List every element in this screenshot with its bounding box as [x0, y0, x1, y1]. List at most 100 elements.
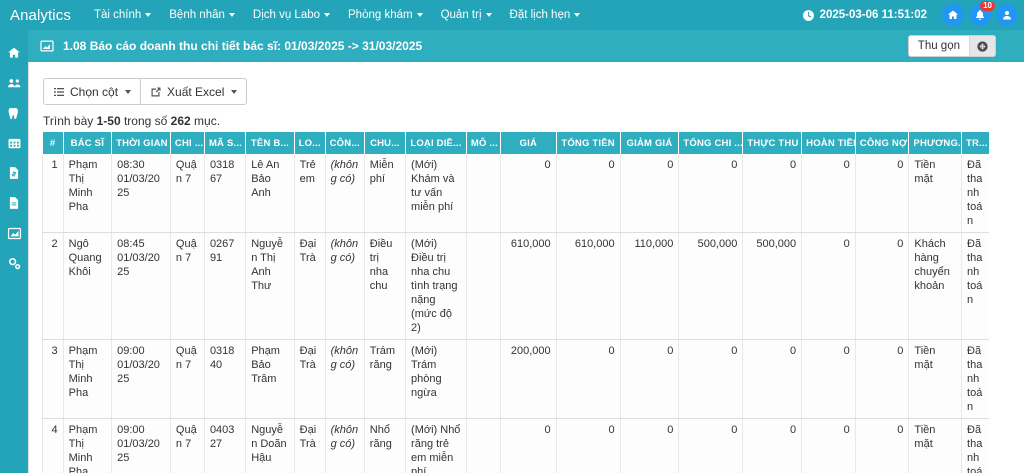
column-header-refund[interactable]: HOÀN TIỀN [801, 132, 856, 154]
cell-treatment: (Mới) Trám phòng ngừa [405, 339, 467, 419]
sidebar-item-home[interactable] [0, 38, 28, 68]
cell-time: 09:00 01/03/2025 [111, 418, 171, 473]
cell-code: 040327 [204, 418, 247, 473]
list-icon [54, 87, 64, 96]
navbar-clock: 2025-03-06 11:51:02 [802, 9, 927, 22]
report-title: 1.08 Báo cáo doanh thu chi tiết bác sĩ: … [63, 39, 423, 53]
sidebar-item-documents[interactable] [0, 188, 28, 218]
nav-item-benh-nhan[interactable]: Bệnh nhân [160, 0, 244, 30]
user-account-button[interactable] [996, 4, 1018, 26]
column-header-total[interactable]: TỔNG TIỀN [556, 132, 621, 154]
cell-discount: 0 [620, 339, 680, 419]
cell-total: 0 [556, 418, 621, 473]
column-header-code[interactable]: MÃ S... [204, 132, 247, 154]
column-header-branch[interactable]: CHI ... [170, 132, 205, 154]
notifications-button[interactable]: 10 [969, 1, 995, 26]
column-header-treatment[interactable]: LOẠI DIỀ... [405, 132, 467, 154]
cell-index: 4 [42, 418, 64, 473]
column-header-patient-name[interactable]: TÊN B... [245, 132, 295, 154]
cell-time: 09:00 01/03/2025 [111, 339, 171, 419]
notification-badge: 10 [980, 1, 995, 11]
nav-item-quan-tri[interactable]: Quản trị [432, 0, 501, 30]
cell-payment: Tiền mặt [908, 339, 963, 419]
target-icon[interactable] [969, 36, 995, 56]
column-header-price[interactable]: GIÁ [500, 132, 557, 154]
sidebar-item-patients[interactable] [0, 68, 28, 98]
column-header-discount[interactable]: GIẢM GIÁ [620, 132, 680, 154]
collapse-label: Thu gọn [908, 36, 969, 56]
table-header: # BÁC SĨ THỜI GIAN CHI ... MÃ S... TÊN B… [42, 132, 990, 154]
column-header-time[interactable]: THỜI GIAN [111, 132, 171, 154]
clock-icon [802, 9, 814, 21]
sidebar-item-finance[interactable] [0, 158, 28, 188]
chevron-down-icon [416, 12, 423, 17]
navbar-menu: Tài chính Bệnh nhân Dịch vụ Labo Phòng k… [85, 0, 802, 30]
nav-item-dich-vu-labo[interactable]: Dịch vụ Labo [244, 0, 339, 30]
cell-doctor: Phạm Thị Minh Pha [63, 418, 113, 473]
sidebar-item-dental[interactable] [0, 98, 28, 128]
choose-columns-button[interactable]: Chọn cột [43, 78, 142, 105]
sidebar-item-reports[interactable] [0, 218, 28, 248]
cell-cong: (không có) [325, 154, 365, 233]
cell-branch: Quận 7 [170, 232, 205, 340]
cell-status: Đã thanh toán [961, 232, 990, 340]
home-button[interactable] [942, 4, 964, 26]
cell-type: Đại Trà [294, 232, 326, 340]
column-header-total-cost[interactable]: TỔNG CHI ... [678, 132, 744, 154]
report-table: # BÁC SĨ THỜI GIAN CHI ... MÃ S... TÊN B… [42, 132, 990, 473]
cell-total: 610,000 [556, 232, 621, 340]
report-table-container[interactable]: # BÁC SĨ THỜI GIAN CHI ... MÃ S... TÊN B… [42, 132, 990, 473]
nav-item-label: Quản trị [440, 9, 482, 21]
cell-refund: 0 [801, 154, 856, 233]
tooth-icon [8, 107, 18, 119]
app-brand[interactable]: Analytics [10, 6, 71, 24]
left-sidebar [0, 30, 28, 473]
count-prefix: Trình bày [43, 114, 94, 128]
cell-code: 031840 [204, 339, 247, 419]
cell-type: Đại Trà [294, 418, 326, 473]
column-header-debt[interactable]: CÔNG NỢ [855, 132, 910, 154]
external-link-icon [151, 87, 161, 96]
chart-bar-icon [40, 40, 54, 52]
cell-branch: Quận 7 [170, 418, 205, 473]
cell-code: 031867 [204, 154, 247, 233]
count-range: 1-50 [96, 114, 121, 128]
collapse-toggle[interactable]: Thu gọn [907, 35, 996, 57]
chevron-down-icon [228, 12, 235, 17]
navbar-right: 2025-03-06 11:51:02 10 [802, 1, 1024, 26]
cell-discount: 0 [620, 154, 680, 233]
nav-item-dat-lich-hen[interactable]: Đặt lịch hẹn [501, 0, 590, 30]
column-header-status[interactable]: TR... [961, 132, 990, 154]
bell-icon [976, 10, 984, 21]
cell-price: 0 [500, 418, 557, 473]
cell-time: 08:30 01/03/2025 [111, 154, 171, 233]
export-excel-button[interactable]: Xuất Excel [141, 78, 248, 105]
table-row[interactable]: 4 Phạm Thị Minh Pha 09:00 01/03/2025 Quậ… [42, 418, 990, 473]
cell-branch: Quận 7 [170, 339, 205, 419]
sidebar-item-settings[interactable] [0, 248, 28, 278]
column-header-doctor[interactable]: BÁC SĨ [63, 132, 113, 154]
column-header-cong[interactable]: CÔN... [325, 132, 365, 154]
table-toolbar: Chọn cột Xuất Excel [43, 78, 248, 105]
cell-description [466, 154, 501, 233]
cell-discount: 0 [620, 418, 680, 473]
column-header-collected[interactable]: THỰC THU [742, 132, 803, 154]
cell-doctor: Phạm Thị Minh Pha [63, 339, 113, 419]
sidebar-item-schedule[interactable] [0, 128, 28, 158]
cell-collected: 0 [742, 339, 803, 419]
nav-item-tai-chinh[interactable]: Tài chính [85, 0, 160, 30]
column-header-type[interactable]: LO... [294, 132, 326, 154]
report-header-inner: 1.08 Báo cáo doanh thu chi tiết bác sĩ: … [28, 39, 422, 53]
cell-total-cost: 0 [678, 154, 744, 233]
column-header-program[interactable]: CHU... [364, 132, 407, 154]
count-middle: trong số [123, 114, 168, 128]
table-row[interactable]: 1 Phạm Thị Minh Pha 08:30 01/03/2025 Quậ… [42, 154, 990, 233]
table-row[interactable]: 2 Ngô Quang Khôi 08:45 01/03/2025 Quận 7… [42, 232, 990, 340]
cell-payment: Tiền mặt [908, 154, 963, 233]
column-header-description[interactable]: MÔ ... [466, 132, 501, 154]
column-header-index[interactable]: # [42, 132, 64, 154]
nav-item-label: Dịch vụ Labo [252, 9, 321, 21]
column-header-payment[interactable]: PHƯƠNG... [908, 132, 963, 154]
nav-item-phong-kham[interactable]: Phòng khám [339, 0, 432, 30]
table-row[interactable]: 3 Phạm Thị Minh Pha 09:00 01/03/2025 Quậ… [42, 339, 990, 419]
